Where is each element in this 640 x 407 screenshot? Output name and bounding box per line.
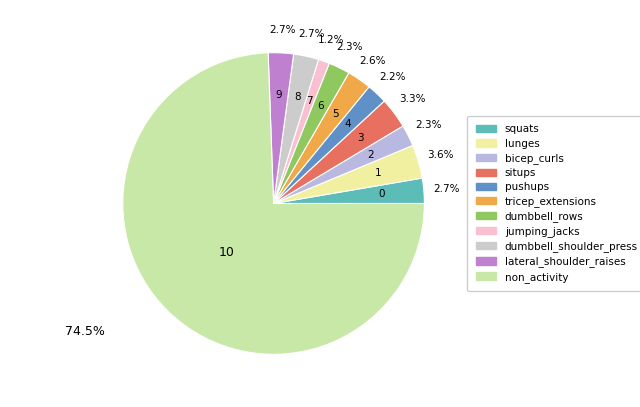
Text: 2.3%: 2.3% — [336, 42, 362, 53]
Text: 4: 4 — [345, 119, 351, 129]
Text: 2.6%: 2.6% — [359, 56, 385, 66]
Text: 6: 6 — [317, 101, 324, 111]
Text: 2.2%: 2.2% — [379, 72, 406, 82]
Text: 1.2%: 1.2% — [318, 35, 345, 45]
Wedge shape — [273, 145, 422, 204]
Text: 3.6%: 3.6% — [427, 150, 453, 160]
Text: 3: 3 — [357, 133, 364, 143]
Text: 2.7%: 2.7% — [269, 25, 295, 35]
Text: 5: 5 — [332, 109, 339, 119]
Text: 1: 1 — [374, 168, 381, 178]
Text: 2.7%: 2.7% — [433, 184, 460, 194]
Wedge shape — [273, 101, 403, 204]
Wedge shape — [273, 63, 349, 203]
Text: 2.7%: 2.7% — [298, 29, 324, 39]
Wedge shape — [268, 53, 294, 204]
Text: 7: 7 — [307, 96, 313, 106]
Text: 8: 8 — [294, 92, 300, 103]
Wedge shape — [273, 126, 413, 204]
Text: 3.3%: 3.3% — [399, 94, 426, 105]
Text: 2: 2 — [367, 149, 374, 160]
Legend: squats, lunges, bicep_curls, situps, pushups, tricep_extensions, dumbbell_rows, : squats, lunges, bicep_curls, situps, pus… — [467, 116, 640, 291]
Wedge shape — [123, 53, 424, 354]
Wedge shape — [273, 73, 369, 204]
Wedge shape — [273, 54, 319, 204]
Text: 0: 0 — [378, 189, 385, 199]
Wedge shape — [273, 59, 329, 204]
Text: 9: 9 — [276, 90, 282, 100]
Wedge shape — [273, 87, 384, 204]
Text: 2.3%: 2.3% — [415, 120, 442, 130]
Text: 74.5%: 74.5% — [65, 325, 105, 338]
Text: 10: 10 — [218, 246, 234, 259]
Wedge shape — [273, 178, 424, 204]
